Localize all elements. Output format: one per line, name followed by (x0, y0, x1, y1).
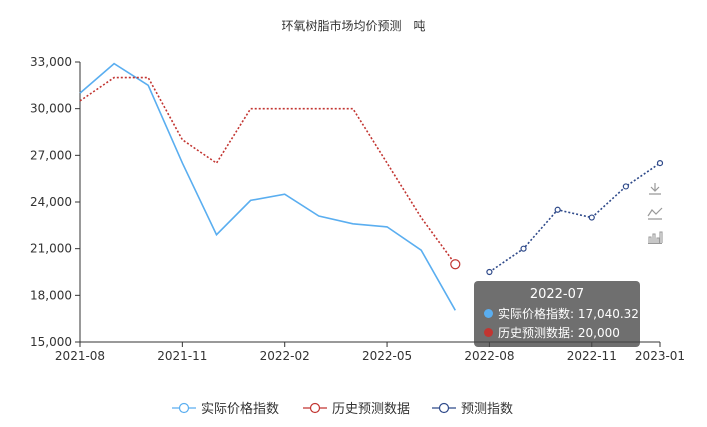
legend: 实际价格指数 历史预测数据 预测指数 (172, 401, 513, 417)
forecast-point (588, 214, 595, 221)
forecast-point (656, 160, 664, 167)
legend-item-0[interactable]: 实际价格指数 (172, 401, 279, 417)
series-points (450, 160, 664, 276)
series-line-0 (79, 62, 456, 311)
chart-title: 环氧树脂市场均价预测 吨 (281, 19, 426, 33)
y-tick-label: 18,000 (30, 288, 72, 302)
x-tick-label: 2022-11 (567, 349, 617, 363)
y-tick-label: 33,000 (30, 55, 72, 69)
x-tick-label: 2022-08 (464, 349, 514, 363)
forecast-point (554, 206, 561, 213)
y-tick-label: 24,000 (30, 195, 72, 209)
series-line-2 (488, 162, 661, 273)
forecast-point (622, 183, 629, 190)
forecast-point (486, 268, 493, 276)
legend-marker (309, 402, 321, 414)
x-tick-label: 2022-05 (362, 349, 412, 363)
legend-marker (438, 402, 450, 414)
y-tick-label: 30,000 (30, 102, 72, 116)
hover-point-history (450, 259, 461, 270)
forecast-point (520, 245, 527, 252)
tooltip-row-actual: 实际价格指数: 17,040.32 (484, 305, 639, 322)
legend-item-2[interactable]: 预测指数 (432, 402, 513, 417)
legend-label: 预测指数 (461, 402, 513, 417)
download-icon[interactable] (647, 181, 663, 197)
legend-label: 历史预测数据 (332, 402, 410, 417)
tooltip-row-history: 历史预测数据: 20,000 (484, 324, 630, 341)
legend-label: 实际价格指数 (201, 401, 279, 417)
y-tick-label: 15,000 (30, 335, 72, 349)
bar-chart-icon[interactable] (647, 229, 663, 245)
x-tick-label: 2023-01 (635, 349, 685, 363)
legend-marker (178, 402, 190, 414)
tooltip-title: 2022-07 (529, 287, 585, 302)
y-tick-label: 21,000 (30, 242, 72, 256)
tooltip-history-label: 历史预测数据: 20,000 (498, 326, 620, 340)
legend-item-1[interactable]: 历史预测数据 (303, 402, 410, 417)
x-tick-label: 2021-11 (157, 349, 207, 363)
line-chart-icon[interactable] (647, 205, 663, 221)
tooltip-dot-actual (484, 309, 493, 318)
series-lines (79, 62, 661, 311)
tooltip: 2022-07 实际价格指数: 17,040.32 历史预测数据: 20,000 (474, 281, 640, 347)
x-tick-label: 2021-08 (55, 349, 105, 363)
tooltip-actual-label: 实际价格指数: 17,040.32 (498, 307, 639, 321)
series-line-1 (79, 76, 456, 265)
y-tick-label: 27,000 (30, 148, 72, 162)
tooltip-dot-history (484, 328, 493, 337)
axes: 15,000 18,000 21,000 24,000 27,000 30,000 33,0… (30, 55, 685, 363)
x-tick-label: 2022-02 (260, 349, 310, 363)
